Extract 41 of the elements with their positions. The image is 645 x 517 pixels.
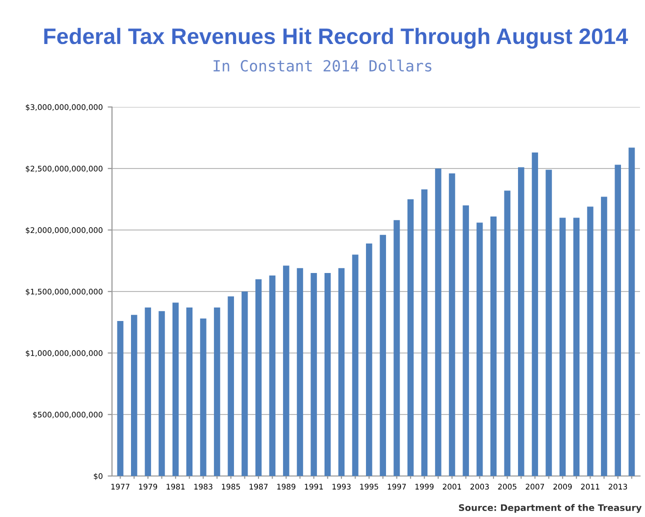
bar bbox=[366, 244, 372, 476]
bar bbox=[242, 292, 248, 476]
bar bbox=[352, 254, 358, 476]
bar bbox=[380, 234, 386, 476]
bar bbox=[504, 190, 510, 476]
bar bbox=[172, 302, 179, 476]
bar bbox=[200, 318, 206, 476]
bar bbox=[228, 296, 234, 476]
bar bbox=[269, 276, 276, 476]
bar bbox=[394, 220, 400, 476]
bar bbox=[117, 321, 124, 476]
bar bbox=[255, 279, 262, 476]
bar bbox=[462, 205, 469, 476]
bar bbox=[158, 311, 165, 476]
bar bbox=[421, 189, 428, 476]
bar bbox=[614, 164, 621, 476]
bar bbox=[476, 222, 483, 476]
bar bbox=[144, 307, 152, 476]
bar bbox=[296, 268, 304, 476]
bar bbox=[310, 273, 317, 476]
bar bbox=[324, 273, 331, 476]
bar bbox=[587, 206, 594, 476]
bar bbox=[338, 268, 345, 476]
bar bbox=[518, 167, 524, 476]
bar bbox=[214, 307, 220, 476]
chart-subtitle: In Constant 2014 Dollars bbox=[214, 60, 432, 72]
bar bbox=[559, 218, 566, 476]
bar bbox=[448, 173, 456, 476]
bar bbox=[407, 199, 414, 476]
bar bbox=[628, 148, 635, 476]
bar bbox=[546, 170, 552, 476]
source-note: Source: Department of the Treasury bbox=[459, 504, 642, 513]
bar bbox=[573, 218, 580, 476]
bar bbox=[490, 216, 497, 476]
bar bbox=[131, 314, 138, 476]
chart-title: Federal Tax Revenues Hit Record Through August 2014 bbox=[44, 28, 628, 49]
bar bbox=[186, 307, 193, 476]
bar bbox=[532, 152, 538, 476]
bar bbox=[435, 168, 442, 476]
bar bbox=[283, 266, 290, 476]
bar bbox=[600, 196, 608, 476]
